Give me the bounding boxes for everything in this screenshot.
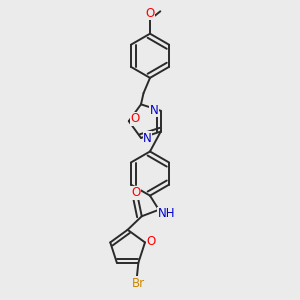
Text: N: N — [143, 132, 152, 145]
Text: NH: NH — [158, 207, 175, 220]
Text: O: O — [146, 7, 154, 20]
Text: O: O — [131, 186, 140, 199]
Text: N: N — [150, 104, 159, 117]
Text: Br: Br — [131, 277, 145, 290]
Text: O: O — [147, 235, 156, 248]
Text: O: O — [131, 112, 140, 125]
